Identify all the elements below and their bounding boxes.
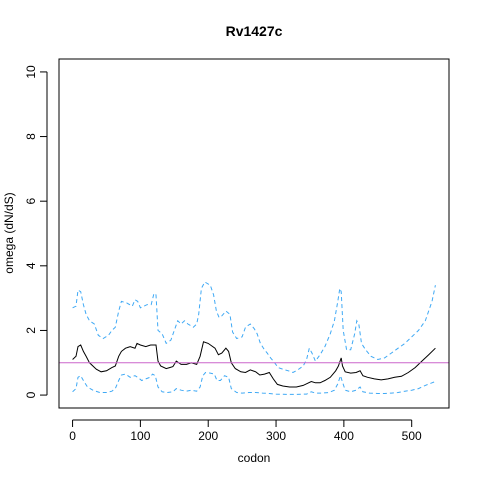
x-tick-label: 400 bbox=[334, 429, 354, 443]
y-axis: 0 2 4 6 8 10 bbox=[24, 65, 48, 398]
x-tick-label: 500 bbox=[402, 429, 422, 443]
y-axis-label: omega (dN/dS) bbox=[2, 192, 16, 273]
y-tick-label: 10 bbox=[24, 65, 38, 79]
chart-title: Rv1427c bbox=[226, 23, 283, 39]
series-line-lower bbox=[72, 371, 436, 395]
y-tick-label: 4 bbox=[24, 262, 38, 269]
x-tick-label: 100 bbox=[130, 429, 150, 443]
series-line-estimate bbox=[72, 341, 436, 388]
x-tick-label: 0 bbox=[69, 429, 76, 443]
series-line-upper bbox=[72, 281, 436, 374]
plot-frame bbox=[58, 58, 450, 409]
x-axis: 0 100 200 300 400 500 bbox=[69, 419, 422, 443]
y-tick-label: 0 bbox=[24, 391, 38, 398]
plot-area bbox=[59, 281, 449, 395]
y-tick-label: 2 bbox=[24, 327, 38, 334]
y-tick-label: 8 bbox=[24, 133, 38, 140]
x-tick-label: 300 bbox=[266, 429, 286, 443]
y-tick-label: 6 bbox=[24, 198, 38, 205]
x-tick-label: 200 bbox=[198, 429, 218, 443]
x-axis-label: codon bbox=[238, 451, 271, 465]
